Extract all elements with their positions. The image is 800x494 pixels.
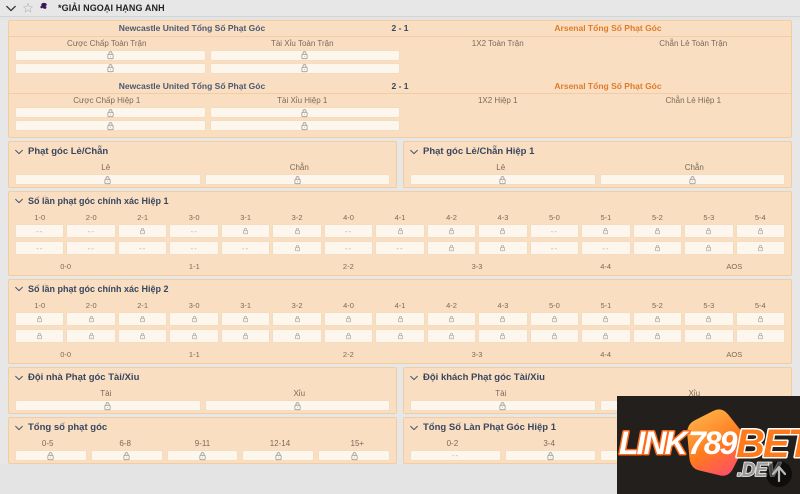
svg-text:LINK: LINK xyxy=(619,425,691,461)
svg-text:789: 789 xyxy=(688,425,738,461)
